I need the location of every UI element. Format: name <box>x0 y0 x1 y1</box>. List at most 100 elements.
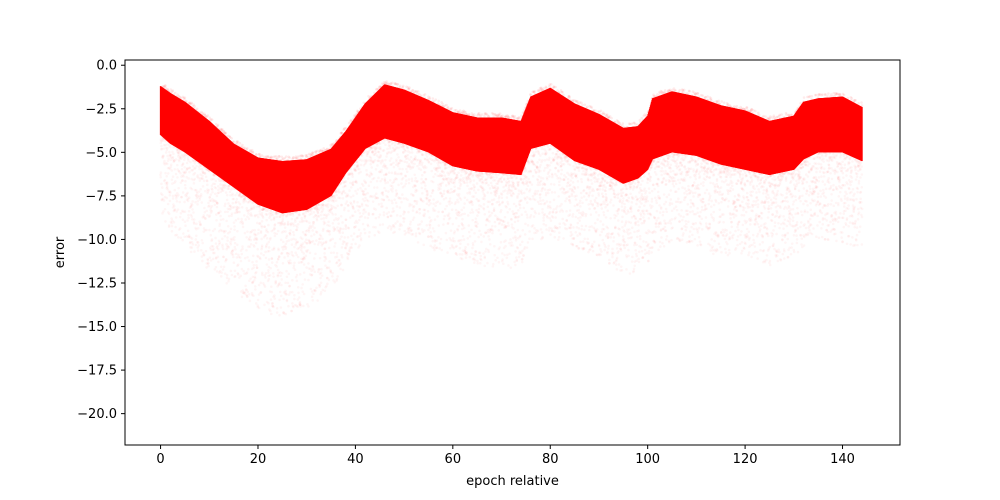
scatter-point <box>226 246 229 249</box>
scatter-point <box>285 269 288 273</box>
scatter-point <box>538 158 541 162</box>
scatter-point <box>293 268 297 271</box>
scatter-point <box>190 237 194 240</box>
scatter-point <box>248 299 252 303</box>
scatter-point <box>210 187 214 190</box>
scatter-point <box>377 231 381 235</box>
scatter-point <box>196 249 200 252</box>
scatter-point <box>187 177 190 180</box>
scatter-point <box>196 195 199 198</box>
scatter-point <box>162 210 165 213</box>
scatter-point <box>526 184 530 188</box>
scatter-point <box>231 253 235 256</box>
scatter-point <box>298 220 302 224</box>
scatter-point <box>580 177 583 181</box>
scatter-point <box>183 158 186 162</box>
scatter-point <box>181 210 185 214</box>
scatter-point <box>585 198 588 202</box>
scatter-point <box>351 175 354 178</box>
scatter-point <box>182 96 186 100</box>
scatter-point <box>230 214 233 217</box>
scatter-point <box>600 230 604 234</box>
scatter-point <box>311 265 315 269</box>
scatter-point <box>180 167 184 171</box>
scatter-point <box>160 186 164 189</box>
scatter-point <box>166 188 170 191</box>
scatter-point <box>203 189 207 193</box>
scatter-point <box>178 227 182 230</box>
scatter-point <box>205 228 208 232</box>
scatter-point <box>313 270 317 274</box>
scatter-point <box>264 271 268 275</box>
scatter-point <box>177 94 181 98</box>
scatter-point <box>446 221 450 225</box>
scatter-point <box>164 84 167 87</box>
scatter-point <box>279 294 283 298</box>
scatter-point <box>424 178 428 181</box>
scatter-point <box>165 181 169 184</box>
scatter-point <box>564 199 567 203</box>
scatter-point <box>235 210 239 213</box>
scatter-point <box>248 235 252 239</box>
scatter-point <box>514 250 517 253</box>
scatter-point <box>204 115 208 119</box>
scatter-point <box>451 222 455 226</box>
scatter-point <box>309 287 313 291</box>
scatter-point <box>233 245 237 249</box>
scatter-point <box>211 229 215 233</box>
scatter-point <box>353 163 356 167</box>
scatter-point <box>192 182 196 185</box>
scatter-point <box>441 102 444 106</box>
scatter-point <box>205 262 209 265</box>
scatter-point <box>351 194 355 198</box>
scatter-point <box>225 247 228 251</box>
scatter-point <box>407 210 410 214</box>
scatter-point <box>188 170 191 174</box>
scatter-point <box>563 223 567 226</box>
scatter-point <box>560 172 563 176</box>
scatter-point <box>236 263 240 266</box>
scatter-point <box>223 210 227 214</box>
scatter-point <box>200 255 204 258</box>
scatter-point <box>170 221 173 225</box>
scatter-point <box>361 212 365 215</box>
scatter-point <box>327 220 330 224</box>
scatter-point <box>528 237 531 241</box>
scatter-point <box>172 160 175 164</box>
scatter-point <box>231 194 234 197</box>
scatter-point <box>546 191 550 195</box>
scatter-point <box>231 248 235 252</box>
scatter-point <box>164 143 167 147</box>
scatter-point <box>175 148 179 152</box>
scatter-point <box>593 206 597 210</box>
scatter-point <box>522 191 526 195</box>
scatter-point <box>546 166 549 169</box>
scatter-point <box>476 259 479 263</box>
scatter-point <box>222 130 225 134</box>
scatter-point <box>219 210 222 213</box>
scatter-point <box>272 246 276 250</box>
scatter-point <box>503 215 507 219</box>
scatter-point <box>501 114 504 118</box>
scatter-point <box>406 198 409 201</box>
scatter-point <box>305 241 309 245</box>
scatter-point <box>206 191 209 195</box>
scatter-point <box>462 238 466 241</box>
scatter-point <box>240 195 244 199</box>
scatter-point <box>200 177 204 180</box>
scatter-point <box>477 188 480 192</box>
scatter-point <box>506 210 510 214</box>
scatter-point <box>206 190 210 193</box>
scatter-point <box>239 195 243 199</box>
scatter-point <box>316 299 319 302</box>
scatter-point <box>335 255 339 259</box>
scatter-point <box>549 182 553 186</box>
scatter-point <box>298 213 302 217</box>
scatter-point <box>567 180 570 184</box>
scatter-point <box>465 198 469 202</box>
scatter-point <box>341 268 345 272</box>
scatter-point <box>255 266 259 270</box>
scatter-point <box>428 226 432 230</box>
scatter-point <box>513 114 516 118</box>
scatter-point <box>256 247 260 251</box>
